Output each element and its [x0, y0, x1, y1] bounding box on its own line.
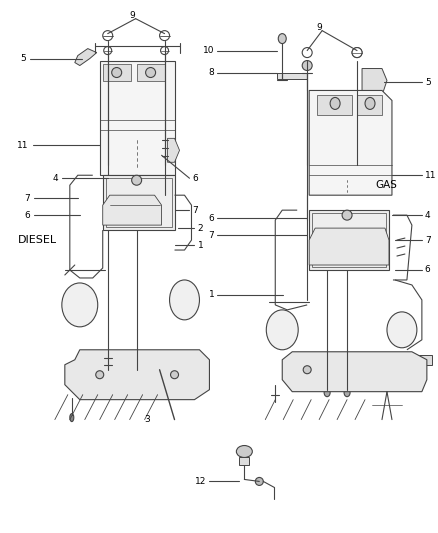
Ellipse shape: [96, 371, 104, 379]
Text: 6: 6: [192, 174, 198, 183]
Text: 1: 1: [208, 290, 215, 300]
Ellipse shape: [161, 46, 169, 54]
Text: 11: 11: [425, 171, 436, 180]
Text: 9: 9: [130, 11, 135, 20]
Polygon shape: [103, 195, 162, 225]
Text: 2: 2: [198, 224, 203, 232]
Bar: [137, 63, 165, 82]
Bar: [312, 213, 386, 267]
Text: 7: 7: [208, 231, 215, 240]
Text: DIESEL: DIESEL: [18, 235, 57, 245]
Text: 8: 8: [208, 68, 215, 77]
Text: 4: 4: [52, 174, 58, 183]
Text: 1: 1: [198, 240, 203, 249]
Ellipse shape: [134, 369, 140, 375]
Ellipse shape: [303, 366, 311, 374]
Text: 6: 6: [24, 211, 30, 220]
Ellipse shape: [159, 30, 170, 41]
Text: 9: 9: [316, 23, 322, 32]
Polygon shape: [168, 139, 180, 162]
Text: 5: 5: [20, 54, 26, 63]
Ellipse shape: [104, 46, 112, 54]
Text: 7: 7: [24, 193, 30, 203]
Bar: [317, 95, 352, 116]
Text: GAS: GAS: [375, 180, 397, 190]
Ellipse shape: [278, 34, 286, 44]
Text: 6: 6: [208, 214, 215, 223]
Ellipse shape: [145, 68, 155, 77]
Ellipse shape: [302, 61, 312, 70]
Ellipse shape: [330, 98, 340, 109]
Bar: [239, 457, 249, 465]
Ellipse shape: [105, 369, 111, 375]
Text: 7: 7: [425, 236, 431, 245]
Ellipse shape: [344, 389, 350, 397]
Text: 7: 7: [192, 206, 198, 215]
Ellipse shape: [70, 414, 74, 422]
Bar: [100, 61, 174, 175]
Bar: [103, 175, 174, 230]
Polygon shape: [282, 352, 427, 392]
Ellipse shape: [170, 371, 179, 379]
Ellipse shape: [132, 175, 141, 185]
Ellipse shape: [342, 210, 352, 220]
Text: 10: 10: [203, 46, 215, 55]
Polygon shape: [65, 350, 209, 400]
Polygon shape: [309, 228, 389, 265]
Ellipse shape: [237, 446, 252, 457]
Text: 11: 11: [18, 141, 29, 150]
Text: 5: 5: [425, 78, 431, 87]
Polygon shape: [277, 72, 307, 78]
Ellipse shape: [266, 310, 298, 350]
Ellipse shape: [365, 98, 375, 109]
Polygon shape: [75, 49, 97, 66]
Bar: [309, 210, 389, 270]
Text: 3: 3: [145, 415, 151, 424]
Bar: [357, 95, 382, 116]
Polygon shape: [362, 69, 387, 95]
Ellipse shape: [62, 283, 98, 327]
Text: 6: 6: [425, 265, 431, 274]
Polygon shape: [412, 355, 432, 365]
Ellipse shape: [103, 30, 113, 41]
Ellipse shape: [302, 47, 312, 58]
Ellipse shape: [352, 47, 362, 58]
Bar: [103, 63, 131, 82]
Text: 12: 12: [195, 477, 206, 486]
Ellipse shape: [324, 389, 330, 397]
Text: 4: 4: [425, 211, 431, 220]
Ellipse shape: [387, 312, 417, 348]
Ellipse shape: [255, 478, 263, 486]
Bar: [106, 178, 172, 227]
Ellipse shape: [170, 280, 199, 320]
Ellipse shape: [112, 68, 122, 77]
Ellipse shape: [352, 47, 362, 58]
Polygon shape: [309, 91, 392, 195]
